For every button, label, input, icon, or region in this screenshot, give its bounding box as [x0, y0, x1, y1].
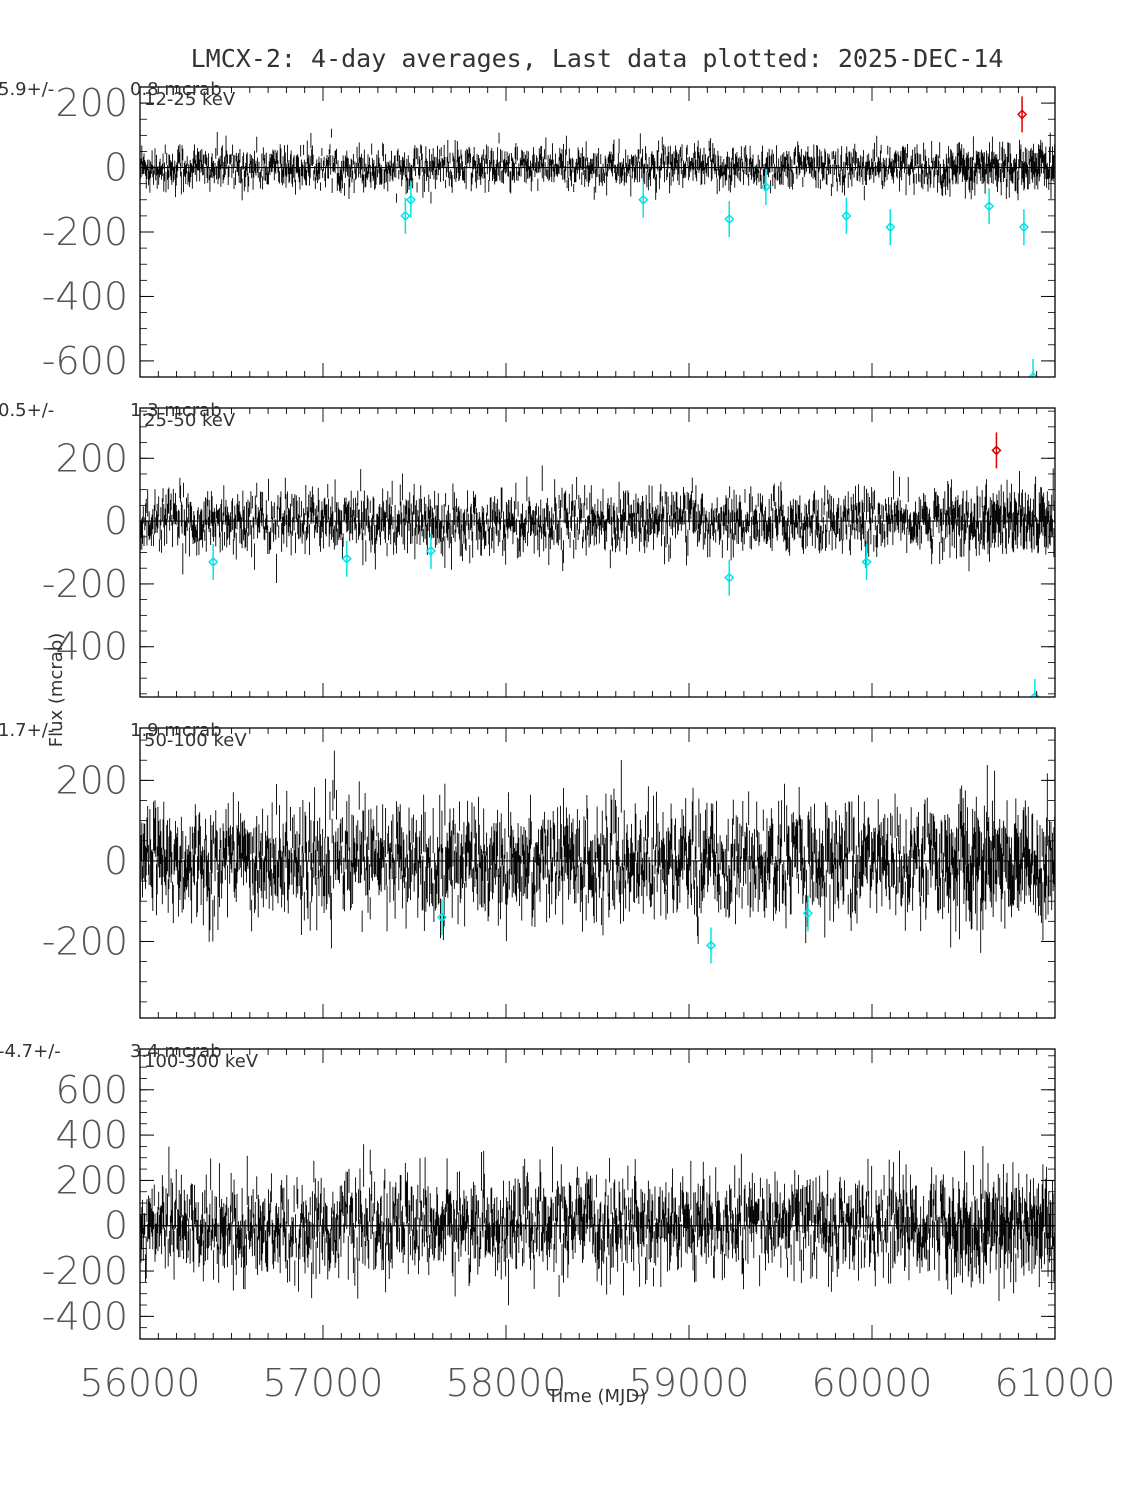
flux-error-label: 1.3 mcrab	[130, 400, 222, 421]
chart-title: LMCX-2: 4-day averages, Last data plotte…	[191, 44, 1004, 73]
low-outlier-point	[436, 912, 448, 923]
low-outlier-point	[724, 214, 735, 225]
low-outlier-point	[400, 210, 411, 221]
high-outlier-point	[991, 445, 1002, 456]
low-outlier-point	[760, 181, 771, 192]
y-tick-label: 0	[104, 839, 128, 883]
y-tick-label: 0	[104, 499, 128, 543]
energy-band-label: 25-50 keV	[144, 410, 236, 431]
y-tick-label: -600	[42, 339, 128, 383]
low-outlier-point	[638, 194, 649, 205]
energy-band-label: 12-25 keV	[144, 89, 236, 110]
y-tick-label: -400	[42, 625, 128, 669]
low-outlier-point	[984, 201, 995, 212]
low-outlier-point	[425, 545, 437, 556]
y-tick-label: -200	[42, 919, 128, 963]
mean-flux-label: 1.7+/-	[0, 720, 54, 741]
energy-band-label: 50-100 keV	[144, 730, 247, 751]
low-outlier-point	[1029, 691, 1040, 697]
y-tick-label: 200	[55, 81, 128, 125]
low-outlier-point	[1027, 371, 1039, 377]
low-outlier-point	[885, 222, 896, 233]
low-outlier-point	[341, 553, 352, 564]
mean-flux-label: 0.5+/-	[0, 400, 54, 421]
high-outlier-point	[1016, 109, 1028, 120]
y-tick-label: -400	[42, 274, 128, 318]
y-tick-label: 0	[104, 146, 128, 190]
low-outlier-point	[1053, 230, 1055, 234]
data-series	[140, 750, 1055, 964]
data-series	[140, 1144, 1055, 1306]
flux-error-label: 0.8 mcrab	[130, 79, 222, 100]
low-outlier-point	[1018, 222, 1029, 233]
low-outlier-point	[861, 556, 872, 567]
panel-frame	[139, 86, 1056, 378]
y-tick-label: 200	[55, 436, 128, 480]
data-series	[140, 96, 1055, 377]
mean-flux-label: 5.9+/-	[0, 79, 54, 100]
low-outlier-point	[405, 194, 416, 205]
y-tick-label: -200	[42, 562, 128, 606]
low-outlier-point	[724, 572, 735, 583]
low-outlier-point	[802, 908, 814, 919]
data-series	[140, 432, 1055, 697]
flux-error-label: 1.9 mcrab	[130, 720, 222, 741]
y-tick-label: 200	[55, 758, 128, 802]
low-outlier-point	[841, 210, 852, 221]
panel-frame	[139, 407, 1056, 698]
low-outlier-point	[705, 940, 717, 951]
y-tick-label: -200	[42, 210, 128, 254]
low-outlier-point	[208, 556, 219, 567]
